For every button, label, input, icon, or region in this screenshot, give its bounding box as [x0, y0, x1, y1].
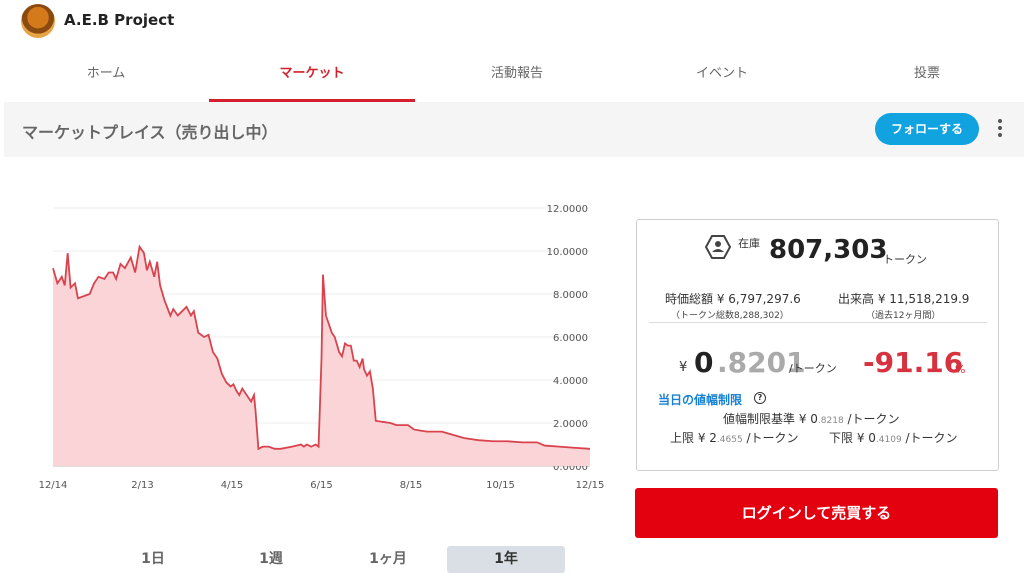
period-1-year-button[interactable]: 1年 [447, 546, 565, 573]
y-tick-label: 4.0000 [553, 376, 588, 387]
limit-upper: 上限 ¥ 2.4655 /トークン [670, 429, 799, 446]
period-1-week-button[interactable]: 1週 [259, 551, 283, 567]
price-chart: 0.0000 2.0000 4.0000 6.0000 8.0000 10.0000 12.… [39, 204, 605, 491]
limit-base-unit: /トークン [847, 412, 900, 426]
trading-volume-note: （過去12ヶ月間） [866, 311, 941, 321]
follow-button[interactable]: フォローする [875, 113, 979, 145]
x-tick-label: 10/15 [486, 480, 515, 491]
limit-upper-unit: /トークン [746, 431, 799, 445]
y-tick-label: 6.0000 [553, 333, 588, 344]
x-tick-label: 12/15 [576, 480, 605, 491]
price-area [53, 246, 590, 466]
price-change-unit: % [955, 363, 966, 376]
tab-activity-report[interactable]: 活動報告 [490, 66, 543, 81]
x-tick-label: 4/15 [221, 480, 243, 491]
period-1-month-button[interactable]: 1ヶ月 [369, 551, 407, 567]
limit-lower: 下限 ¥ 0.4109 /トークン [829, 429, 958, 446]
x-tick-label: 12/14 [39, 480, 68, 491]
y-tick-label: 0.0000 [553, 462, 588, 473]
stock-value: 807,303 [769, 235, 888, 265]
limit-base-decimal: .8218 [817, 416, 844, 426]
y-tick-label: 12.0000 [547, 204, 588, 215]
price-currency: ¥ [679, 360, 688, 375]
y-tick-label: 8.0000 [553, 290, 588, 301]
project-title[interactable]: A.E.B Project [64, 11, 175, 29]
y-tick-label: 10.0000 [547, 247, 588, 258]
price-change-percent: -91.16 [863, 346, 964, 379]
period-1-day-button[interactable]: 1日 [141, 551, 165, 567]
more-options-icon[interactable] [994, 117, 1006, 141]
market-cap-note: （トークン総数8,288,302） [671, 311, 789, 321]
page-title: マーケットプレイス（売り出し中） [22, 123, 278, 142]
trading-volume: 出来高 ¥ 11,518,219.9 [838, 292, 970, 306]
x-tick-label: 2/13 [131, 480, 153, 491]
project-avatar[interactable] [21, 4, 55, 38]
x-tick-label: 6/15 [310, 480, 332, 491]
limit-upper-decimal: .4655 [716, 435, 743, 445]
stock-label: 在庫 [738, 237, 760, 250]
divider [649, 322, 987, 323]
daily-price-limit-link[interactable]: 当日の値幅制限 [658, 393, 743, 407]
limit-lower-label: 下限 ¥ 0 [829, 431, 876, 445]
limit-upper-label: 上限 ¥ 2 [670, 431, 717, 445]
market-cap: 時価総額 ¥ 6,797,297.6 [665, 292, 801, 306]
stock-token-icon [705, 235, 731, 259]
help-icon[interactable]: ? [754, 392, 766, 404]
y-tick-label: 2.0000 [553, 419, 588, 430]
marketplace-header: マーケットプレイス（売り出し中） フォローする [4, 102, 1024, 157]
tab-vote[interactable]: 投票 [913, 66, 940, 81]
limit-lower-unit: /トークン [905, 431, 958, 445]
login-to-trade-button[interactable]: ログインして売買する [635, 488, 998, 538]
header: A.E.B Project [0, 0, 1024, 44]
x-tick-label: 8/15 [400, 480, 422, 491]
stock-unit: トークン [883, 253, 927, 266]
price-unit: /トークン [789, 362, 837, 375]
main-nav: ホーム マーケット 活動報告 イベント 投票 [0, 52, 1024, 102]
tab-events[interactable]: イベント [695, 66, 748, 81]
price-line [52, 244, 591, 451]
price-integer: 0 [694, 346, 714, 379]
token-info-panel: 在庫 807,303 トークン 時価総額 ¥ 6,797,297.6 （トークン… [636, 219, 999, 471]
price-decimal: .8201 [717, 346, 806, 379]
tab-home[interactable]: ホーム [86, 66, 126, 81]
tab-market[interactable]: マーケット [209, 52, 415, 102]
limit-base-label: 値幅制限基準 ¥ 0 [723, 412, 818, 426]
limit-base: 値幅制限基準 ¥ 0.8218 /トークン [723, 410, 900, 427]
limit-lower-decimal: .4109 [875, 435, 902, 445]
